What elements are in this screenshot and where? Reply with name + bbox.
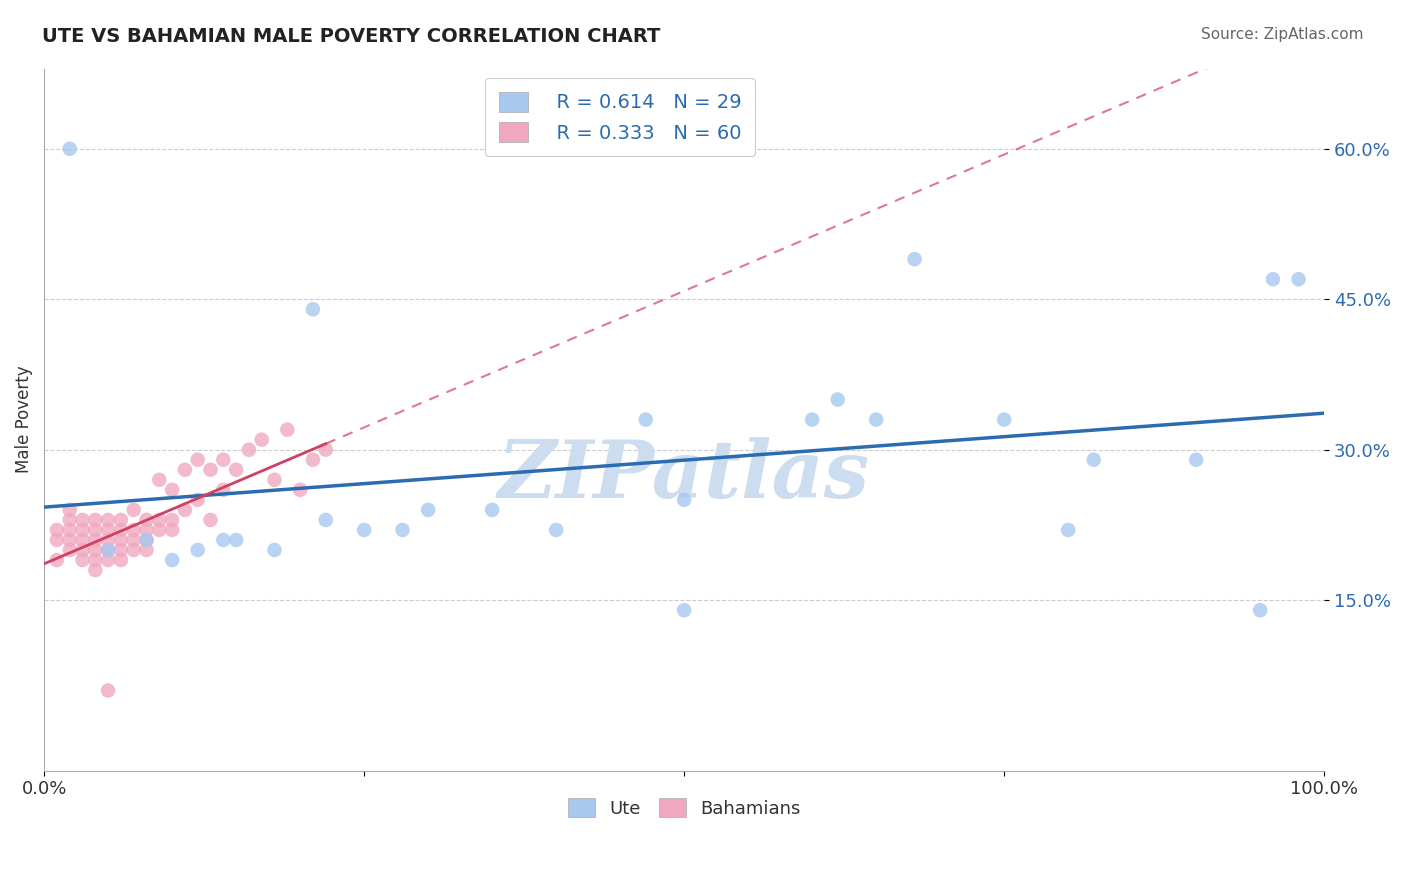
Point [110, 553, 132, 567]
Text: UTE VS BAHAMIAN MALE POVERTY CORRELATION CHART: UTE VS BAHAMIAN MALE POVERTY CORRELATION… [42, 27, 661, 45]
Point [122, 523, 145, 537]
Point [97, 543, 120, 558]
Point [225, 463, 247, 477]
Point [110, 513, 132, 527]
Point [993, 412, 1015, 426]
Point [1288, 272, 1310, 286]
Point [72, 533, 94, 547]
Point [212, 483, 235, 497]
Point [546, 523, 568, 537]
Point [45, 523, 67, 537]
Y-axis label: Male Poverty: Male Poverty [15, 366, 32, 474]
Point [84, 533, 107, 547]
Point [481, 503, 503, 517]
Point [97, 683, 120, 698]
Point [148, 473, 170, 487]
Point [174, 503, 197, 517]
Point [302, 452, 325, 467]
Point [315, 442, 337, 457]
Point [263, 473, 285, 487]
Point [110, 533, 132, 547]
Point [59, 513, 82, 527]
Point [160, 523, 183, 537]
Point [148, 513, 170, 527]
Point [200, 463, 222, 477]
Point [59, 533, 82, 547]
Point [97, 513, 120, 527]
Point [250, 433, 273, 447]
Point [97, 553, 120, 567]
Point [122, 533, 145, 547]
Point [288, 483, 311, 497]
Point [97, 543, 120, 558]
Point [174, 463, 197, 477]
Point [72, 513, 94, 527]
Point [865, 412, 887, 426]
Point [84, 563, 107, 577]
Point [84, 553, 107, 567]
Point [1083, 452, 1105, 467]
Point [634, 412, 657, 426]
Point [1249, 603, 1271, 617]
Point [72, 543, 94, 558]
Point [110, 543, 132, 558]
Point [1185, 452, 1208, 467]
Point [45, 553, 67, 567]
Point [160, 553, 183, 567]
Point [187, 492, 209, 507]
Point [391, 523, 413, 537]
Point [801, 412, 824, 426]
Point [302, 302, 325, 317]
Point [84, 523, 107, 537]
Point [59, 142, 82, 156]
Point [1261, 272, 1284, 286]
Point [45, 533, 67, 547]
Point [187, 543, 209, 558]
Point [135, 533, 157, 547]
Point [212, 452, 235, 467]
Point [276, 423, 298, 437]
Point [212, 533, 235, 547]
Point [122, 543, 145, 558]
Point [160, 513, 183, 527]
Point [148, 523, 170, 537]
Point [97, 533, 120, 547]
Point [97, 523, 120, 537]
Point [238, 442, 260, 457]
Point [315, 513, 337, 527]
Legend: Ute, Bahamians: Ute, Bahamians [561, 791, 808, 825]
Point [59, 503, 82, 517]
Point [135, 523, 157, 537]
Point [84, 513, 107, 527]
Point [187, 452, 209, 467]
Point [353, 523, 375, 537]
Point [72, 553, 94, 567]
Point [160, 483, 183, 497]
Point [903, 252, 925, 266]
Point [200, 513, 222, 527]
Point [59, 523, 82, 537]
Point [135, 513, 157, 527]
Point [673, 603, 696, 617]
Point [72, 523, 94, 537]
Point [827, 392, 849, 407]
Point [263, 543, 285, 558]
Point [416, 503, 439, 517]
Point [225, 533, 247, 547]
Point [1057, 523, 1080, 537]
Text: Source: ZipAtlas.com: Source: ZipAtlas.com [1201, 27, 1364, 42]
Point [135, 533, 157, 547]
Point [122, 503, 145, 517]
Point [110, 523, 132, 537]
Text: ZIPatlas: ZIPatlas [498, 437, 870, 515]
Point [673, 492, 696, 507]
Point [59, 543, 82, 558]
Point [135, 543, 157, 558]
Point [84, 543, 107, 558]
